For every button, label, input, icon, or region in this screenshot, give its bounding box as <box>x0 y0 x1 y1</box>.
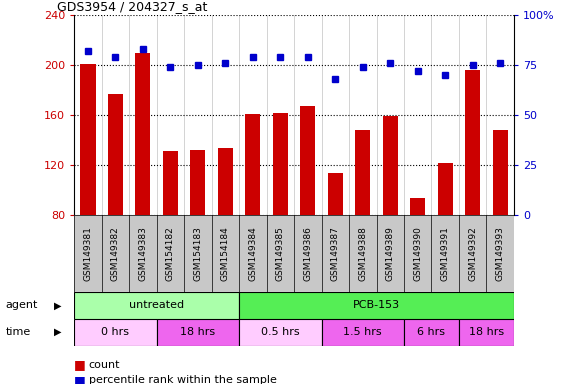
Text: GSM149389: GSM149389 <box>386 226 395 281</box>
Bar <box>74 292 239 319</box>
Bar <box>465 70 480 215</box>
Bar <box>459 319 514 346</box>
Bar <box>108 94 123 215</box>
Bar <box>300 106 315 215</box>
Text: GSM149388: GSM149388 <box>358 226 367 281</box>
Text: GSM149383: GSM149383 <box>138 226 147 281</box>
Text: GSM149382: GSM149382 <box>111 226 120 281</box>
Text: 6 hrs: 6 hrs <box>417 327 445 337</box>
Text: ■: ■ <box>74 374 86 384</box>
Text: GSM154184: GSM154184 <box>221 226 230 281</box>
Bar <box>81 64 95 215</box>
Text: percentile rank within the sample: percentile rank within the sample <box>89 375 276 384</box>
Text: time: time <box>6 327 31 337</box>
Bar <box>355 130 371 215</box>
Bar <box>239 319 321 346</box>
Bar <box>404 319 459 346</box>
Text: ▶: ▶ <box>54 327 62 337</box>
Text: 18 hrs: 18 hrs <box>469 327 504 337</box>
Bar <box>383 116 398 215</box>
Bar <box>437 163 453 215</box>
Text: ▶: ▶ <box>54 300 62 310</box>
Text: GSM154182: GSM154182 <box>166 226 175 281</box>
Text: ■: ■ <box>74 358 86 371</box>
Bar <box>74 319 156 346</box>
Text: GSM154183: GSM154183 <box>194 226 202 281</box>
Text: 0.5 hrs: 0.5 hrs <box>261 327 300 337</box>
Bar <box>273 113 288 215</box>
Text: untreated: untreated <box>129 300 184 310</box>
Text: GSM149393: GSM149393 <box>496 226 505 281</box>
Bar <box>410 198 425 215</box>
Bar <box>135 53 151 215</box>
Text: GDS3954 / 204327_s_at: GDS3954 / 204327_s_at <box>57 0 207 13</box>
Text: 18 hrs: 18 hrs <box>180 327 215 337</box>
Bar <box>163 151 178 215</box>
Bar <box>493 130 508 215</box>
Text: GSM149381: GSM149381 <box>83 226 93 281</box>
Text: count: count <box>89 360 120 370</box>
Text: agent: agent <box>6 300 38 310</box>
Bar <box>328 173 343 215</box>
Text: 0 hrs: 0 hrs <box>102 327 130 337</box>
Text: GSM149384: GSM149384 <box>248 226 258 281</box>
Bar <box>246 114 260 215</box>
Text: 1.5 hrs: 1.5 hrs <box>343 327 382 337</box>
Bar <box>156 319 239 346</box>
Bar <box>239 292 514 319</box>
Bar <box>218 148 233 215</box>
Text: GSM149391: GSM149391 <box>441 226 450 281</box>
Bar <box>190 150 206 215</box>
Bar <box>321 319 404 346</box>
Text: PCB-153: PCB-153 <box>353 300 400 310</box>
Text: GSM149392: GSM149392 <box>468 226 477 281</box>
Text: GSM149386: GSM149386 <box>303 226 312 281</box>
Text: GSM149387: GSM149387 <box>331 226 340 281</box>
Text: GSM149390: GSM149390 <box>413 226 422 281</box>
Text: GSM149385: GSM149385 <box>276 226 285 281</box>
